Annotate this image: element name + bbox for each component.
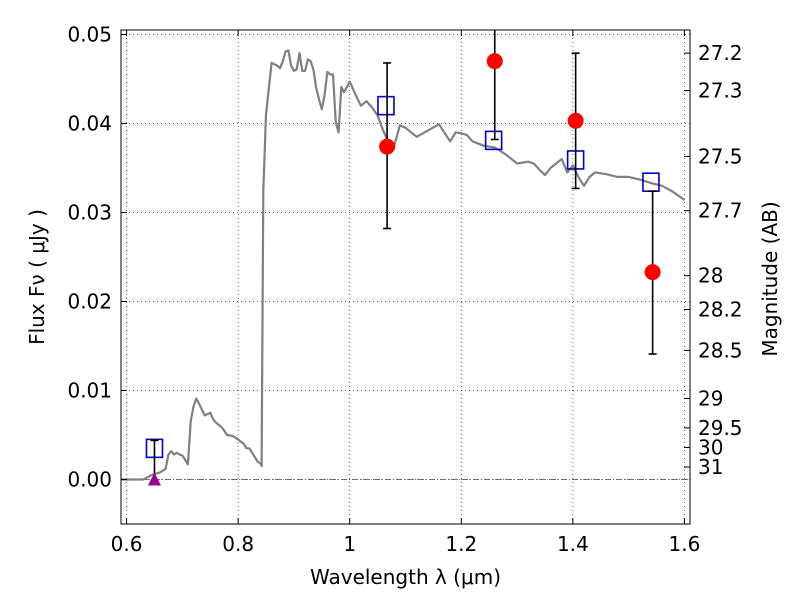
y-tick-label: 0.01: [67, 378, 112, 402]
x-tick-label: 0.6: [111, 532, 143, 556]
y2-tick-label: 28: [698, 264, 723, 288]
y2-tick-label: 27.5: [698, 144, 743, 168]
grid: [121, 30, 690, 524]
y-tick-label: 0.04: [67, 111, 112, 135]
y2-tick-label: 29: [698, 386, 723, 410]
axis-ticks: 0.6 0.8 1 1.2 1.4 1.6 0.00 0.01 0.02 0.03 0.04 0.05…: [67, 22, 742, 556]
y2-tick-label: 28.5: [698, 338, 743, 362]
observed-photometry-point: [644, 264, 661, 281]
plot-frame: [120, 29, 691, 525]
model-photometry-square: [377, 95, 395, 116]
y-axis-title: Flux Fν ( μJy ): [25, 209, 49, 345]
y-tick-label: 0.03: [67, 200, 112, 224]
x-axis-title: Wavelength λ (μm): [310, 565, 501, 589]
y2-tick-label: 27.7: [698, 199, 743, 223]
y2-tick-label: 27.2: [698, 41, 743, 65]
y2-tick-label: 28.2: [698, 297, 743, 321]
y2-tick-label: 29.5: [698, 416, 743, 440]
model-spectrum-line: [121, 49, 686, 481]
observed-photometry-point: [379, 138, 396, 155]
y2-axis-title: Magnitude (AB): [758, 201, 782, 356]
y-tick-label: 0.02: [67, 289, 112, 313]
y-tick-label: 0.00: [67, 467, 112, 491]
x-tick-label: 1: [343, 532, 356, 556]
upper-limit-triangle: [147, 472, 161, 486]
y2-tick-label: 30: [698, 435, 723, 459]
x-tick-label: 0.8: [222, 532, 254, 556]
x-tick-label: 1.4: [557, 532, 589, 556]
x-tick-label: 1.6: [669, 532, 701, 556]
model-photometry-square: [484, 130, 503, 151]
photometry-markers: [145, 30, 661, 486]
observed-photometry-point: [567, 112, 584, 129]
y2-tick-label: 31: [698, 455, 723, 479]
observed-photometry-point: [486, 53, 503, 70]
y-tick-label: 0.05: [67, 22, 112, 46]
model-spectrum: [121, 49, 686, 481]
y2-tick-label: 27.3: [698, 79, 743, 103]
x-tick-label: 1.2: [445, 532, 477, 556]
